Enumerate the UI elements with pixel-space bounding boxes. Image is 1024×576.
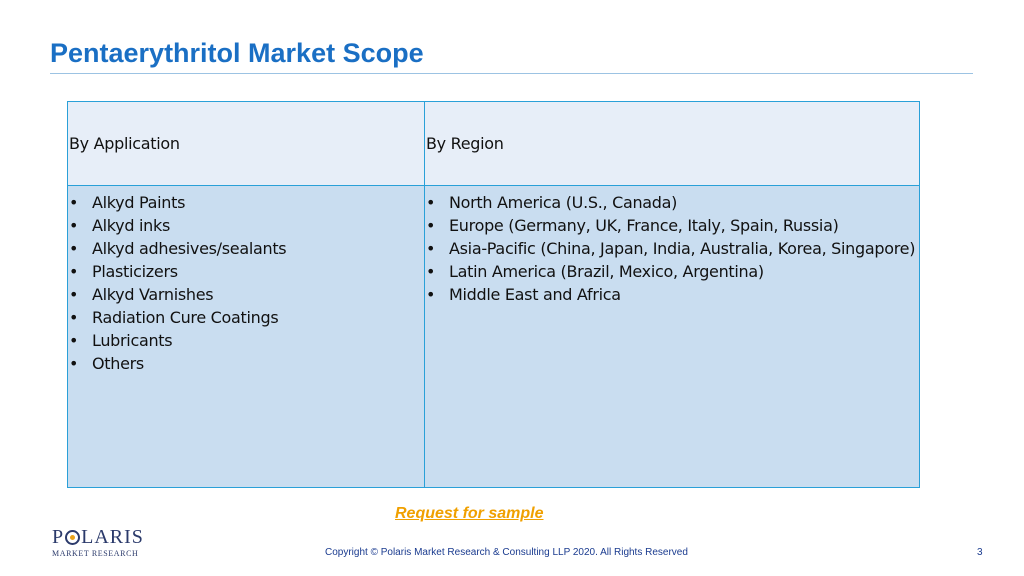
bullet-icon: • <box>69 193 79 212</box>
bullet-icon: • <box>69 308 79 327</box>
list-item-label: Alkyd Paints <box>92 193 186 212</box>
list-item: • Alkyd adhesives/sealants <box>68 237 424 260</box>
copyright-text: Copyright © Polaris Market Research & Co… <box>325 547 688 558</box>
title-divider <box>50 73 973 74</box>
list-item: • Europe (Germany, UK, France, Italy, Spa… <box>425 214 919 237</box>
list-item-label: Others <box>92 354 144 373</box>
list-item-label: Alkyd Varnishes <box>92 285 214 304</box>
bullet-icon: • <box>69 354 79 373</box>
logo-subtitle: MARKET RESEARCH <box>52 549 139 558</box>
region-list: • North America (U.S., Canada) • Europe (Ge… <box>425 191 919 306</box>
application-cell: • Alkyd Paints • Alkyd inks • Alkyd adhesives… <box>68 186 425 487</box>
list-item-label: Radiation Cure Coatings <box>92 308 279 327</box>
bullet-icon: • <box>69 216 79 235</box>
bullet-icon: • <box>69 331 79 350</box>
list-item-label: Europe (Germany, UK, France, Italy, Spai… <box>449 216 839 235</box>
region-cell: • North America (U.S., Canada) • Europe (Ge… <box>425 186 919 487</box>
list-item: • Middle East and Africa <box>425 283 919 306</box>
list-item-label: Alkyd adhesives/sealants <box>92 239 287 258</box>
logo-text-left: P <box>52 526 65 548</box>
bullet-icon: • <box>426 285 436 304</box>
page-title: Pentaerythritol Market Scope <box>50 38 424 68</box>
bullet-icon: • <box>426 262 436 281</box>
list-item: • Lubricants <box>68 329 424 352</box>
list-item-label: Alkyd inks <box>92 216 170 235</box>
list-item: • Plasticizers <box>68 260 424 283</box>
list-item: • Alkyd Varnishes <box>68 283 424 306</box>
list-item: • North America (U.S., Canada) <box>425 191 919 214</box>
bullet-icon: • <box>426 216 436 235</box>
list-item-label: Middle East and Africa <box>449 285 621 304</box>
bullet-icon: • <box>69 285 79 304</box>
bullet-icon: • <box>69 239 79 258</box>
list-item-label: North America (U.S., Canada) <box>449 193 678 212</box>
request-sample-link[interactable]: Request for sample <box>395 505 544 522</box>
polaris-logo: P LARIS MARKET RESEARCH <box>52 527 144 558</box>
bullet-icon: • <box>426 239 436 258</box>
list-item: • Radiation Cure Coatings <box>68 306 424 329</box>
market-scope-table: By Application By Region • Alkyd Paints • A… <box>67 101 920 488</box>
page-number: 3 <box>977 547 983 558</box>
list-item: • Latin America (Brazil, Mexico, Argentin… <box>425 260 919 283</box>
list-item: • Alkyd inks <box>68 214 424 237</box>
column-header-application: By Application <box>68 102 425 186</box>
list-item-label: Plasticizers <box>92 262 178 281</box>
application-list: • Alkyd Paints • Alkyd inks • Alkyd adhesives… <box>68 191 424 375</box>
compass-star-icon <box>65 529 81 545</box>
list-item: • Alkyd Paints <box>68 191 424 214</box>
list-item: • Asia-Pacific (China, Japan, India, Aust… <box>425 237 919 260</box>
list-item-label: Lubricants <box>92 331 173 350</box>
bullet-icon: • <box>426 193 436 212</box>
list-item-label: Latin America (Brazil, Mexico, Argentina… <box>449 262 764 281</box>
column-header-region: By Region <box>425 102 919 186</box>
list-item-label: Asia-Pacific (China, Japan, India, Austr… <box>449 239 916 258</box>
list-item: • Others <box>68 352 424 375</box>
logo-text-right: LARIS <box>81 526 144 548</box>
bullet-icon: • <box>69 262 79 281</box>
